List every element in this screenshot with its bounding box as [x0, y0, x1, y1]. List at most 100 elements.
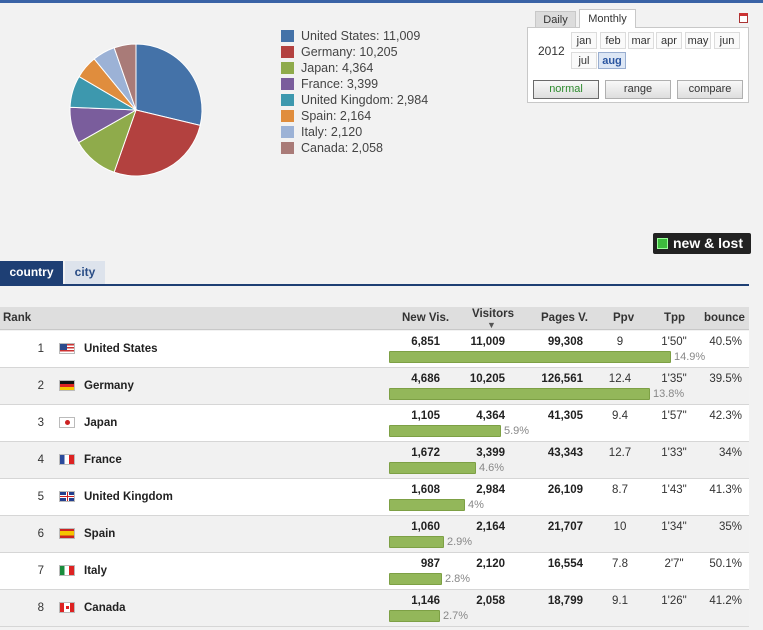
visitor-share-bar	[389, 536, 444, 548]
legend-swatch	[281, 30, 294, 42]
month-jul[interactable]: jul	[571, 52, 597, 69]
sort-desc-icon[interactable]: ▼	[487, 320, 496, 330]
legend-label: Germany: 10,205	[301, 45, 398, 59]
tab-city[interactable]: city	[65, 261, 105, 284]
visitor-share-bar	[389, 425, 501, 437]
flag-es-icon	[59, 528, 75, 539]
month-jan[interactable]: jan	[571, 32, 597, 49]
legend-item: United States: 11,009	[281, 28, 428, 44]
bounce-cell: 35%	[718, 521, 742, 533]
visitors-cell: 4,364	[476, 410, 505, 422]
pages-cell: 21,707	[547, 521, 583, 533]
pages-cell: 16,554	[547, 558, 583, 570]
visitor-share-bar	[389, 610, 440, 622]
table-row[interactable]: 3 Japan 1,105 4,364 41,305 9.4 1'57" 42.3% 5.9%	[0, 405, 749, 442]
rank-cell: 7	[37, 565, 44, 577]
visitor-share-bar	[389, 573, 442, 585]
tab-underline	[0, 284, 749, 286]
country-pie-chart	[69, 43, 203, 177]
tab-monthly[interactable]: Monthly	[579, 9, 636, 28]
rank-cell: 5	[37, 491, 44, 503]
flag-it-icon	[59, 565, 75, 576]
legend-label: United States: 11,009	[301, 29, 421, 43]
legend-item: France: 3,399	[281, 76, 428, 92]
visitor-share-label: 14.9%	[674, 351, 706, 363]
pages-cell: 126,561	[541, 373, 583, 385]
tpp-cell: 1'34"	[661, 521, 687, 533]
table-row[interactable]: 8 Canada 1,146 2,058 18,799 9.1 1'26" 41.2% 2.7%	[0, 590, 749, 627]
visitors-cell: 11,009	[470, 336, 505, 348]
new-visitors-cell: 1,105	[411, 410, 440, 422]
country-name[interactable]: United Kingdom	[84, 491, 173, 503]
month-may[interactable]: may	[685, 32, 711, 49]
header-visitors[interactable]: Visitors	[472, 308, 514, 320]
header-new-visitors[interactable]: New Vis.	[402, 312, 450, 324]
new-visitors-cell: 1,672	[411, 447, 440, 459]
legend-swatch	[281, 142, 294, 154]
header-tpp[interactable]: Tpp	[664, 312, 686, 324]
table-row[interactable]: 7 Italy 987 2,120 16,554 7.8 2'7" 50.1% 2.8%	[0, 553, 749, 590]
table-row[interactable]: 5 United Kingdom 1,608 2,984 26,109 8.7 1'43" 4…	[0, 479, 749, 516]
month-feb[interactable]: feb	[600, 32, 626, 49]
table-row[interactable]: 1 United States 6,851 11,009 99,308 9 1'50" 40.…	[0, 331, 749, 368]
pages-cell: 43,343	[547, 447, 583, 459]
tab-country[interactable]: country	[0, 261, 63, 284]
ppv-cell: 9.1	[612, 595, 628, 607]
visitor-share-label: 4.6%	[479, 462, 505, 474]
pages-cell: 18,799	[547, 595, 583, 607]
month-jun[interactable]: jun	[714, 32, 740, 49]
table-row[interactable]: 6 Spain 1,060 2,164 21,707 10 1'34" 35% 2.9%	[0, 516, 749, 553]
ppv-cell: 9	[616, 336, 624, 348]
visitor-share-label: 2.9%	[447, 536, 473, 548]
new-visitors-cell: 6,851	[411, 336, 440, 348]
pie-legend: United States: 11,009 Germany: 10,205 Japa…	[281, 28, 428, 156]
country-name[interactable]: United States	[84, 343, 158, 355]
legend-label: Japan: 4,364	[301, 61, 374, 75]
header-rank[interactable]: Rank	[3, 312, 32, 324]
legend-item: Spain: 2,164	[281, 108, 428, 124]
calendar-icon[interactable]	[739, 13, 748, 23]
green-square-icon	[657, 238, 668, 249]
mode-normal-button[interactable]: normal	[533, 80, 599, 99]
pages-cell: 41,305	[547, 410, 583, 422]
mode-compare-button[interactable]: compare	[677, 80, 743, 99]
legend-label: Canada: 2,058	[301, 141, 384, 155]
tab-daily[interactable]: Daily	[535, 11, 576, 28]
pie-slice	[113, 43, 137, 111]
header-ppv[interactable]: Ppv	[613, 312, 635, 324]
bounce-cell: 41.3%	[709, 484, 742, 496]
mode-range-button[interactable]: range	[605, 80, 671, 99]
month-aug[interactable]: aug	[598, 52, 626, 69]
flag-us-icon	[59, 343, 75, 354]
country-name[interactable]: France	[84, 454, 122, 466]
table-row[interactable]: 2 Germany 4,686 10,205 126,561 12.4 1'35" 39.5%…	[0, 368, 749, 405]
header-bounce[interactable]: bounce	[704, 312, 745, 324]
visitors-cell: 2,120	[476, 558, 505, 570]
month-picker: 2012 jan feb mar apr may jun jul aug normal ran…	[527, 27, 749, 103]
visitor-share-label: 13.8%	[653, 388, 685, 400]
country-name[interactable]: Spain	[84, 528, 116, 540]
header-pages[interactable]: Pages V.	[541, 312, 588, 324]
legend-swatch	[281, 126, 294, 138]
country-name[interactable]: Canada	[84, 602, 126, 614]
new-visitors-cell: 1,608	[411, 484, 440, 496]
legend-item: United Kingdom: 2,984	[281, 92, 428, 108]
month-mar[interactable]: mar	[628, 32, 654, 49]
pages-cell: 26,109	[547, 484, 583, 496]
legend-swatch	[281, 94, 294, 106]
table-row[interactable]: 4 France 1,672 3,399 43,343 12.7 1'33" 34% 4.6%	[0, 442, 749, 479]
month-apr[interactable]: apr	[656, 32, 682, 49]
visitor-share-bar	[389, 499, 465, 511]
legend-item: Japan: 4,364	[281, 60, 428, 76]
ppv-cell: 7.8	[612, 558, 628, 570]
new-and-lost-button[interactable]: new & lost	[653, 233, 751, 254]
bounce-cell: 40.5%	[709, 336, 742, 348]
country-name[interactable]: Germany	[84, 380, 134, 392]
country-name[interactable]: Italy	[84, 565, 108, 577]
tpp-cell: 1'50"	[661, 336, 687, 348]
pie-slice	[113, 109, 201, 177]
legend-swatch	[281, 110, 294, 122]
visitor-share-bar	[389, 351, 671, 363]
rank-cell: 6	[37, 528, 44, 540]
country-name[interactable]: Japan	[84, 417, 118, 429]
